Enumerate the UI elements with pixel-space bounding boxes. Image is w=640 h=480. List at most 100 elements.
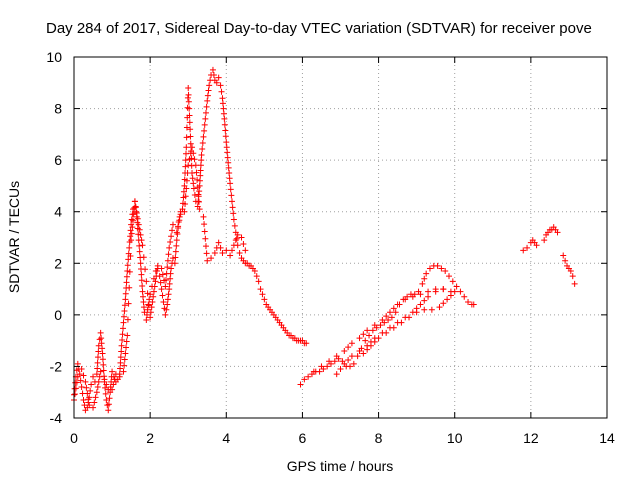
data-point xyxy=(122,290,129,297)
data-point xyxy=(97,329,104,336)
data-point xyxy=(186,119,193,126)
data-point xyxy=(242,247,249,254)
data-point xyxy=(446,273,453,280)
data-point xyxy=(367,342,374,349)
data-point xyxy=(183,134,190,141)
data-point xyxy=(183,177,190,184)
data-point xyxy=(333,371,340,378)
data-point xyxy=(356,335,363,342)
data-point xyxy=(224,149,231,156)
data-point xyxy=(93,371,100,378)
data-point xyxy=(385,317,392,324)
data-point xyxy=(142,266,149,273)
data-point xyxy=(440,300,447,307)
data-point xyxy=(215,74,222,81)
data-point xyxy=(136,242,143,249)
y-tick-label: 8 xyxy=(54,101,62,117)
data-point xyxy=(202,115,209,122)
data-point xyxy=(194,176,201,183)
data-point xyxy=(183,144,190,151)
data-point xyxy=(103,381,110,388)
data-point xyxy=(84,390,91,397)
data-point xyxy=(199,139,206,146)
data-point xyxy=(470,301,477,308)
data-point xyxy=(223,247,230,254)
data-point xyxy=(165,251,172,258)
data-point xyxy=(213,79,220,86)
data-point xyxy=(356,347,363,354)
data-point xyxy=(225,164,232,171)
data-point xyxy=(354,353,361,360)
data-point xyxy=(225,159,232,166)
data-point xyxy=(120,368,127,375)
data-point xyxy=(117,354,124,361)
data-point xyxy=(136,248,143,255)
data-point xyxy=(102,384,109,391)
data-marks xyxy=(71,66,578,414)
data-point xyxy=(233,235,240,242)
data-point xyxy=(141,309,148,316)
data-point xyxy=(160,298,167,305)
data-point xyxy=(158,286,165,293)
data-point xyxy=(183,124,190,131)
data-point xyxy=(383,329,390,336)
data-point xyxy=(82,378,89,385)
data-point xyxy=(90,404,97,411)
data-point xyxy=(187,140,194,147)
data-point xyxy=(200,133,207,140)
data-point xyxy=(377,322,384,329)
data-point xyxy=(139,242,146,249)
data-point xyxy=(95,348,102,355)
data-point xyxy=(217,82,224,89)
data-point xyxy=(388,314,395,321)
data-point xyxy=(140,293,147,300)
data-point xyxy=(421,275,428,282)
data-point xyxy=(124,332,131,339)
data-point xyxy=(123,338,130,345)
data-point xyxy=(221,121,228,128)
y-tick-label: 4 xyxy=(54,204,62,220)
data-point xyxy=(227,180,234,187)
data-point xyxy=(124,316,131,323)
data-point xyxy=(185,91,192,98)
data-point xyxy=(240,240,247,247)
data-point xyxy=(297,381,304,388)
data-point xyxy=(197,162,204,169)
data-point xyxy=(182,200,189,207)
data-point xyxy=(201,228,208,235)
data-point xyxy=(209,66,216,73)
data-point xyxy=(193,169,200,176)
data-point xyxy=(126,284,133,291)
data-point xyxy=(95,342,102,349)
y-tick-label: 6 xyxy=(54,152,62,168)
data-point xyxy=(137,231,144,238)
data-point xyxy=(100,361,107,368)
data-point xyxy=(202,109,209,116)
data-point xyxy=(348,340,355,347)
data-point xyxy=(438,265,445,272)
data-point xyxy=(461,293,468,300)
grid-lines xyxy=(74,57,607,418)
x-tick-label: 4 xyxy=(222,430,230,446)
data-point xyxy=(80,372,87,379)
data-point xyxy=(206,82,213,89)
data-point xyxy=(196,188,203,195)
data-point xyxy=(97,368,104,375)
data-point xyxy=(220,110,227,117)
data-point xyxy=(569,273,576,280)
data-point xyxy=(180,188,187,195)
data-point xyxy=(449,278,456,285)
data-point xyxy=(154,262,161,269)
data-point xyxy=(440,286,447,293)
data-point xyxy=(184,94,191,101)
data-point xyxy=(259,291,266,298)
y-tick-label: 10 xyxy=(46,49,62,65)
data-point xyxy=(152,278,159,285)
data-point xyxy=(318,363,325,370)
data-point xyxy=(87,387,94,394)
data-point xyxy=(222,127,229,134)
data-point xyxy=(413,309,420,316)
data-point xyxy=(425,293,432,300)
data-point xyxy=(88,381,95,388)
data-point xyxy=(78,366,85,373)
